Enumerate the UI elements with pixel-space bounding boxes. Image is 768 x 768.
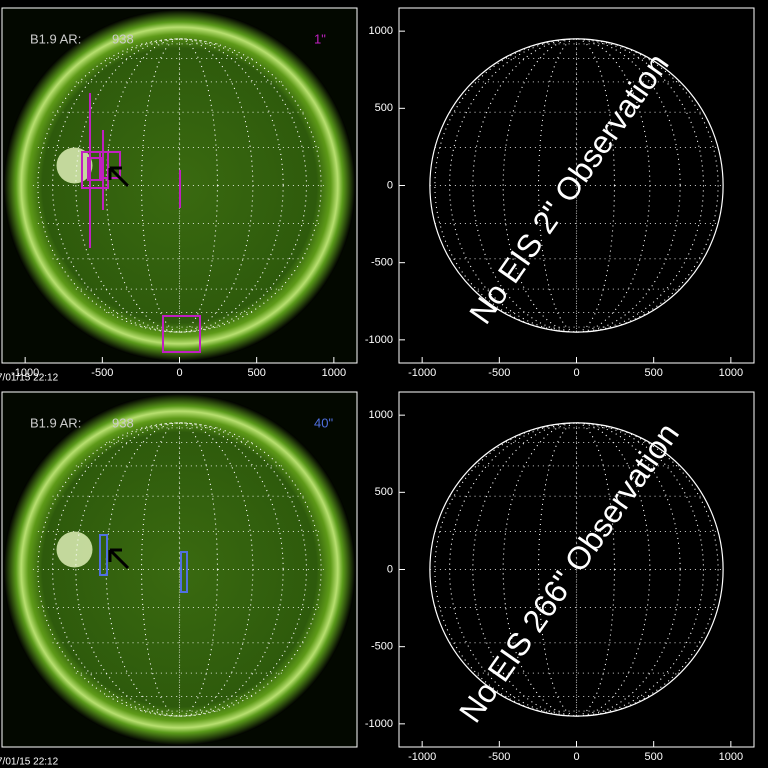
meridian [37,422,322,717]
x-tick-label: -500 [488,751,510,763]
y-tick-label: 1000 [369,409,393,421]
eis-raster [162,315,201,353]
eis-raster [81,151,109,189]
x-tick-label: -500 [488,367,510,379]
x-tick-label: 500 [247,367,265,379]
pointer-arrow [108,166,130,188]
x-tick-label: 1000 [322,367,346,379]
y-tick-label: 1000 [369,25,393,37]
eis-raster [99,534,108,576]
slit-size: 1" [314,31,326,46]
pointer-arrow [108,548,130,570]
flare-class: B1.9 AR: [30,415,81,430]
meridian [52,422,307,717]
y-tick-label: -1000 [365,718,393,730]
y-tick-label: -1000 [365,334,393,346]
meridian [449,422,704,717]
y-tick-label: 500 [375,102,393,114]
meridian [141,38,218,333]
x-tick-label: -1000 [408,367,436,379]
meridian [449,38,704,333]
region-number: 938 [112,415,134,430]
x-tick-label: -1000 [408,751,436,763]
meridian [105,38,254,333]
x-tick-label: 1000 [719,751,743,763]
slit-size: 40" [314,415,333,430]
frame [1,391,358,748]
y-tick-label: -500 [371,641,393,653]
eis-raster [180,551,188,593]
x-tick-label: 0 [573,367,579,379]
meridian [434,422,719,717]
active-region [56,147,93,184]
timestamp: 7/01/15 22:12 [0,373,59,384]
x-tick-label: -1000 [11,367,39,379]
x-tick-label: 0 [176,367,182,379]
y-tick-label: 0 [387,179,393,191]
eis-raster [87,157,103,181]
x-tick-label: 500 [644,367,662,379]
meridian [434,38,719,333]
meridian [52,38,307,333]
meridian [105,422,254,717]
x-tick-label: 1000 [719,367,743,379]
y-tick-label: 500 [375,486,393,498]
y-tick-label: -500 [371,257,393,269]
y-tick-label: 0 [387,563,393,575]
meridian [538,422,615,717]
x-tick-label: -500 [91,367,113,379]
meridian [538,38,615,333]
meridian [141,422,218,717]
x-tick-label: 500 [644,751,662,763]
active-region [56,531,93,568]
flare-class: B1.9 AR: [30,31,81,46]
meridian [37,38,322,333]
timestamp: 7/01/15 22:12 [0,757,59,768]
region-number: 938 [112,31,134,46]
x-tick-label: 0 [573,751,579,763]
